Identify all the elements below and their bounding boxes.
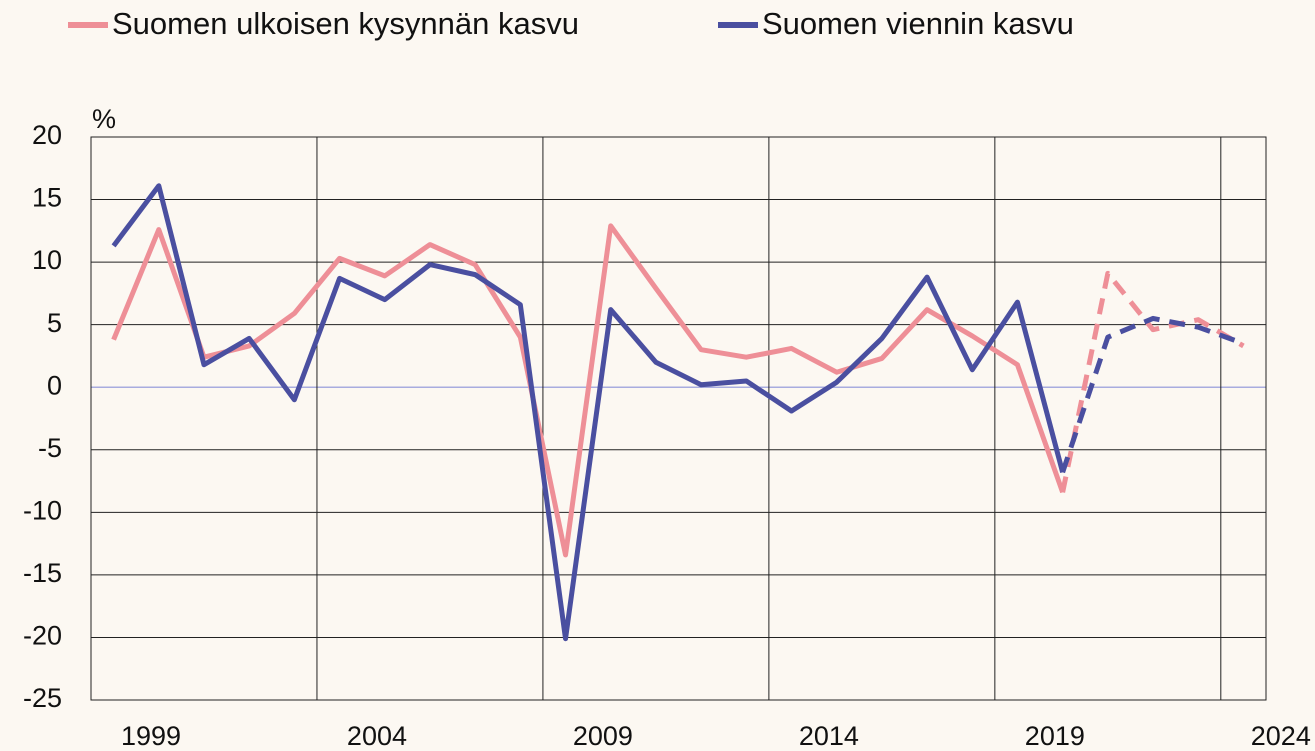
y-tick-label: 20 (32, 120, 62, 150)
y-tick-label: -25 (23, 683, 62, 713)
y-tick-label: 10 (32, 245, 62, 275)
x-tick-label: 2009 (573, 721, 633, 751)
y-tick-label: -10 (23, 495, 62, 525)
x-tick-label: 2014 (799, 721, 859, 751)
y-tick-label: 0 (47, 370, 62, 400)
y-tick-label: 5 (47, 308, 62, 338)
x-tick-label: 2019 (1025, 721, 1085, 751)
series-line (111, 223, 1065, 558)
x-tick-label: 1999 (121, 721, 181, 751)
x-tick-label: 2024 (1251, 721, 1311, 751)
y-tick-label: 15 (32, 183, 62, 213)
plot-frame (90, 136, 1267, 701)
series-line (111, 183, 1066, 642)
y-unit: % (92, 104, 116, 134)
legend-label: Suomen ulkoisen kysynnän kasvu (112, 6, 579, 41)
y-tick-label: -5 (38, 433, 62, 463)
forecast-line (1060, 315, 1245, 474)
y-tick-label: -15 (23, 558, 62, 588)
forecast-line (1060, 270, 1245, 493)
legend-label: Suomen viennin kasvu (762, 6, 1074, 41)
y-tick-label: -20 (23, 621, 62, 651)
x-tick-label: 2004 (347, 721, 407, 751)
